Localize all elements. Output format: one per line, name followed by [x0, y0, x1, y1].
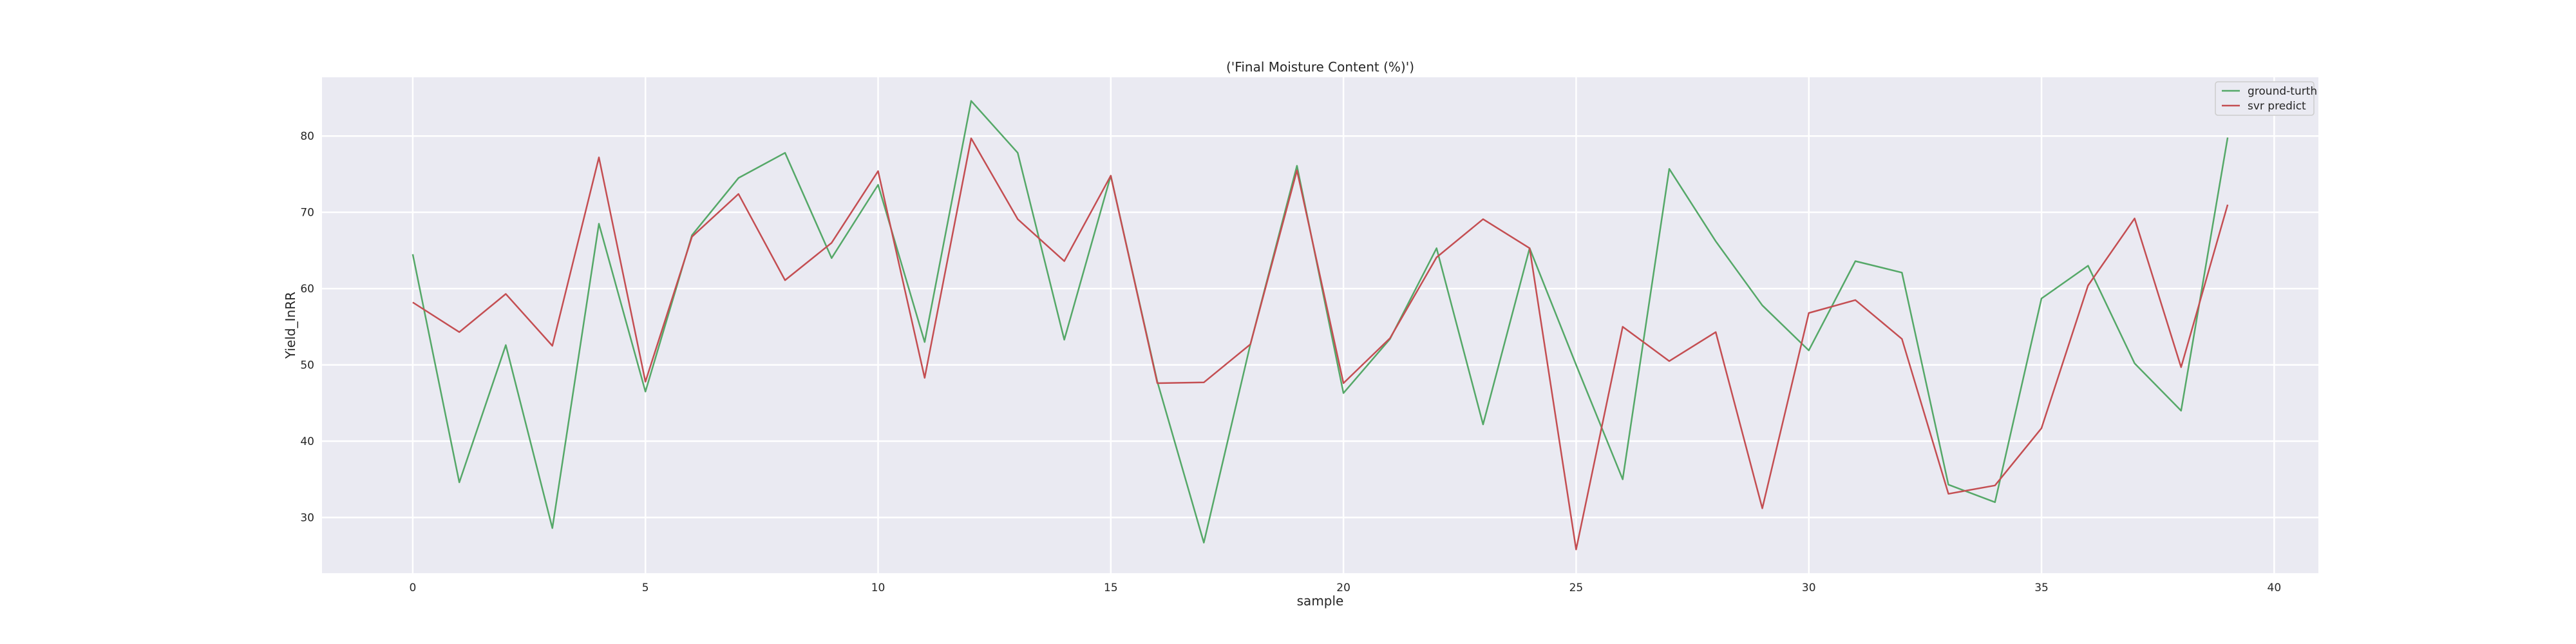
legend: ground-turth svr predict — [2215, 81, 2317, 116]
y-tick-label: 40 — [300, 435, 314, 448]
x-tick-label: 30 — [1802, 582, 1816, 594]
y-tick-label: 50 — [300, 359, 314, 372]
x-tick-label: 35 — [2034, 582, 2049, 594]
x-axis-label: sample — [1297, 593, 1344, 609]
x-axis-ticks: 0 5 10 15 20 25 30 35 40 — [409, 582, 2281, 594]
x-tick-label: 25 — [1569, 582, 1584, 594]
x-tick-label: 5 — [642, 582, 649, 594]
y-tick-label: 30 — [300, 512, 314, 525]
legend-label-svr-predict: svr predict — [2248, 100, 2306, 113]
legend-label-ground-turth: ground-turth — [2248, 85, 2317, 98]
y-tick-label: 70 — [300, 207, 314, 220]
chart-title: ('Final Moisture Content (%)') — [1226, 59, 1414, 75]
x-tick-label: 40 — [2268, 582, 2282, 594]
grid-lines — [322, 77, 2318, 573]
x-tick-label: 20 — [1336, 582, 1350, 594]
plot-area — [322, 77, 2318, 573]
x-tick-label: 0 — [409, 582, 416, 594]
y-axis-label: Yield_InRR — [283, 292, 298, 359]
x-tick-label: 15 — [1104, 582, 1118, 594]
y-axis-ticks: 30 40 50 60 70 80 — [300, 130, 314, 524]
y-tick-label: 80 — [300, 130, 314, 143]
y-tick-label: 60 — [300, 283, 314, 296]
series-line-svr-predict — [412, 137, 2229, 551]
x-tick-label: 10 — [871, 582, 886, 594]
series-lines — [412, 100, 2229, 551]
legend-box — [2215, 81, 2315, 116]
